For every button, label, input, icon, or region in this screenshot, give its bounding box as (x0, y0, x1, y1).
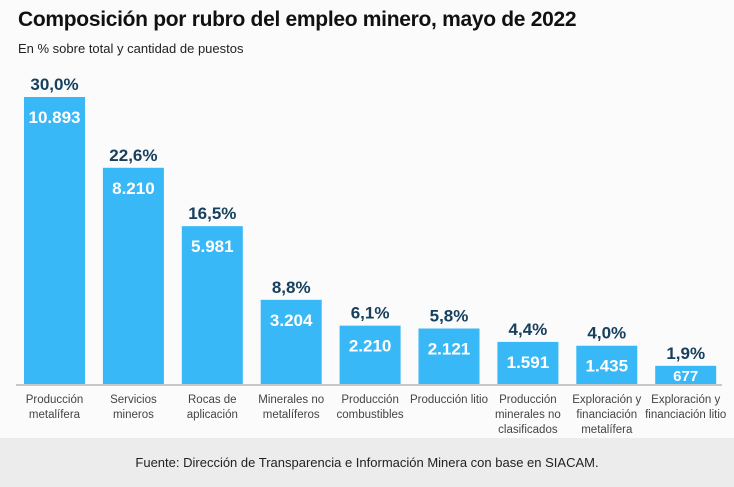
source-footer: Fuente: Dirección de Transparencia e Inf… (0, 438, 734, 487)
percent-label: 8,8% (272, 278, 311, 297)
count-label: 1.591 (507, 353, 550, 372)
category-label: Servicios mineros (110, 394, 157, 421)
category-label: Producción combustibles (336, 394, 404, 421)
count-label: 3.204 (270, 311, 313, 330)
count-label: 10.893 (29, 108, 81, 127)
category-label: Minerales no metalíferos (258, 394, 325, 421)
percent-label: 1,9% (666, 344, 705, 363)
bar (24, 97, 85, 384)
count-label: 2.210 (349, 337, 392, 356)
count-label: 1.435 (586, 357, 629, 376)
bar (102, 167, 164, 384)
category-label: Producción litio (410, 394, 488, 406)
count-label: 8.210 (112, 179, 155, 198)
chart-title: Composición por rubro del empleo minero,… (18, 8, 577, 31)
count-label: 5.981 (191, 237, 234, 256)
bar (576, 345, 638, 384)
category-label: Rocas de aplicación (186, 394, 238, 421)
count-label: 2.121 (428, 340, 471, 359)
percent-label: 4,0% (587, 324, 626, 343)
bar-chart: 30,0% 10.893 22,6% 8.210 16,5% 5.981 8,8% 3.204… (16, 75, 722, 386)
percent-label: 5,8% (430, 307, 469, 326)
percent-label: 30,0% (30, 75, 78, 94)
bar (655, 365, 717, 384)
bar (181, 226, 243, 384)
percent-label: 16,5% (188, 204, 236, 223)
percent-label: 6,1% (351, 304, 390, 323)
category-label: Exploración y financiación litio (645, 394, 727, 421)
bar (260, 299, 322, 384)
bar (418, 328, 480, 384)
category-label: Producción minerales no clasificados (494, 394, 561, 436)
category-label: Exploración y financiación metalífera (572, 394, 642, 436)
percent-label: 22,6% (109, 146, 157, 165)
bar (339, 325, 401, 384)
chart-subtitle: En % sobre total y cantidad de puestos (18, 41, 244, 56)
count-label: 677 (673, 368, 698, 385)
category-label: Producción metalífera (25, 394, 84, 421)
bar (497, 341, 559, 384)
percent-label: 4,4% (509, 320, 548, 339)
